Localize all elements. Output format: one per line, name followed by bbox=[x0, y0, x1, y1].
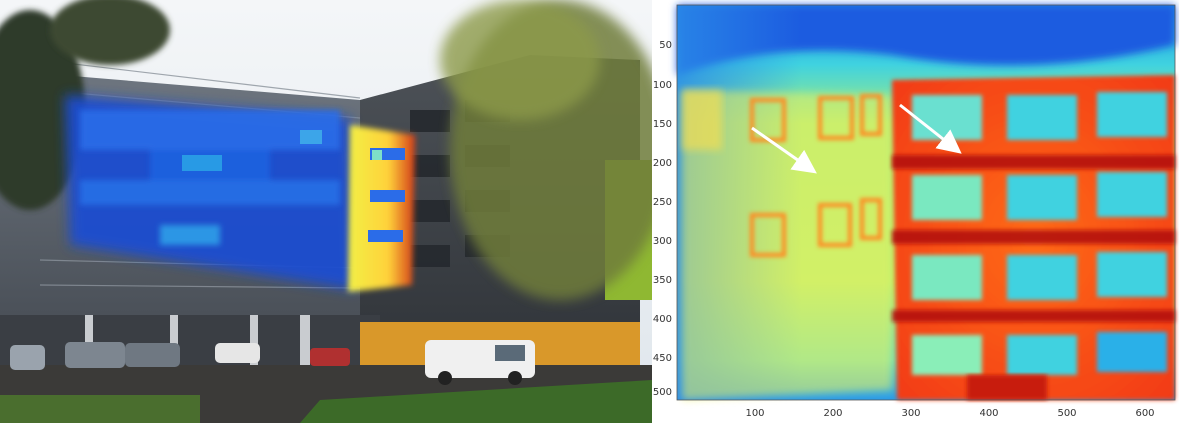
x-tick: 400 bbox=[979, 408, 998, 419]
thermal-plot-area bbox=[676, 4, 1176, 401]
y-tick: 500 bbox=[653, 387, 672, 398]
y-tick: 450 bbox=[653, 353, 672, 364]
y-tick: 350 bbox=[653, 275, 672, 286]
y-tick: 150 bbox=[653, 119, 672, 130]
y-tick: 400 bbox=[653, 314, 672, 325]
arrow-left-facade bbox=[751, 126, 817, 174]
x-axis-ticks: 100 200 300 400 500 600 bbox=[745, 408, 1154, 419]
y-tick: 100 bbox=[653, 80, 672, 91]
y-tick: 300 bbox=[653, 236, 672, 247]
arrow-right-wall bbox=[899, 103, 962, 154]
y-tick: 200 bbox=[653, 158, 672, 169]
x-tick: 600 bbox=[1135, 408, 1154, 419]
x-tick: 100 bbox=[745, 408, 764, 419]
x-tick: 200 bbox=[823, 408, 842, 419]
thermal-image-plot: 50 100 150 200 250 300 350 400 450 500 1… bbox=[653, 4, 1176, 419]
y-tick: 250 bbox=[653, 197, 672, 208]
y-tick: 50 bbox=[659, 40, 672, 51]
ar-thermal-overlay-photo bbox=[0, 0, 652, 423]
x-tick: 300 bbox=[901, 408, 920, 419]
x-tick: 500 bbox=[1057, 408, 1076, 419]
y-axis-ticks: 50 100 150 200 250 300 350 400 450 500 bbox=[653, 40, 672, 398]
